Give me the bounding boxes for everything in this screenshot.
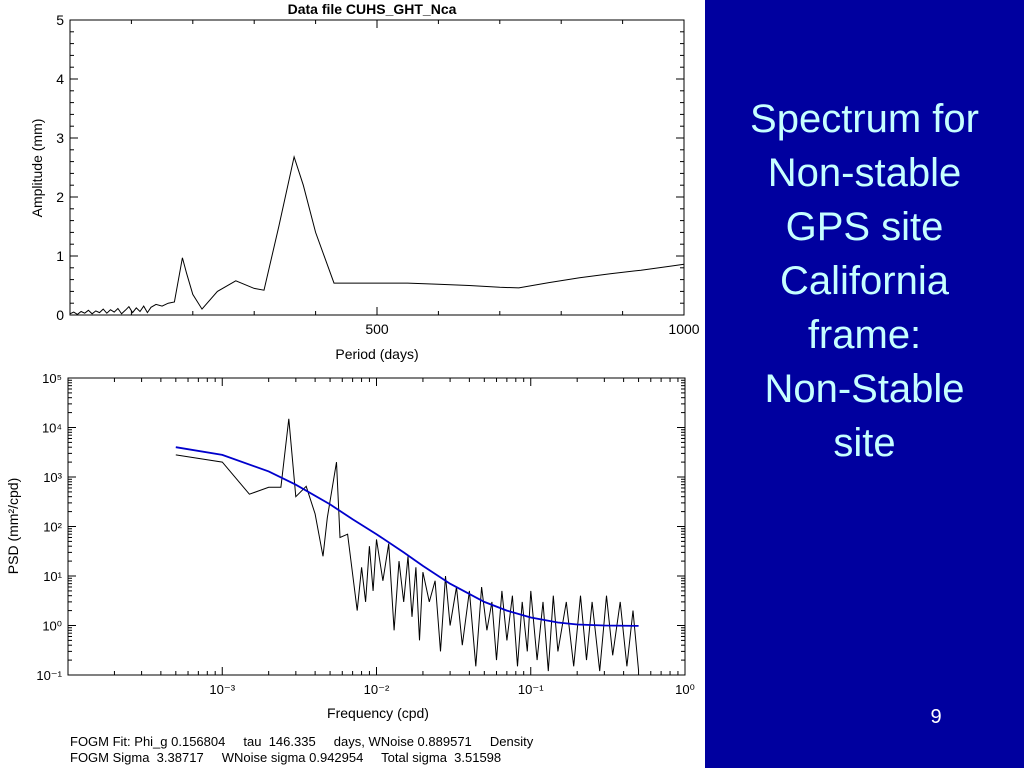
psd-y-axis-label: PSD (mm²/cpd): [5, 478, 21, 574]
amplitude-x-tick-label: 1000: [668, 321, 699, 337]
charts-svg: Data file CUHS_GHT_Nca 0 1 2 3 4 5 500 1000 Pe…: [5, 1, 700, 721]
amplitude-x-tick-labels: 500 1000: [365, 321, 699, 337]
amplitude-x-axis-label: Period (days): [335, 346, 418, 362]
psd-axis-ticks: [67, 378, 685, 676]
fit-summary-line-1: FOGM Fit: Phi_g 0.156804 tau 146.335 day…: [70, 734, 534, 749]
psd-plot-frame: [67, 377, 686, 676]
amplitude-y-tick-label: 5: [56, 12, 64, 28]
psd-x-axis-label: Frequency (cpd): [327, 705, 429, 721]
amplitude-y-tick-label: 0: [56, 307, 64, 323]
psd-y-tick-label: 10³: [43, 470, 62, 485]
amplitude-y-tick-labels: 0 1 2 3 4 5: [56, 12, 64, 323]
psd-y-tick-label: 10⁰: [42, 619, 62, 634]
amplitude-axis-ticks: [70, 19, 684, 316]
slide-title-line-3: GPS site: [785, 205, 944, 249]
amplitude-y-tick-label: 3: [56, 130, 64, 146]
slide-title-line-7: site: [833, 421, 896, 465]
amplitude-y-axis-label: Amplitude (mm): [29, 119, 45, 218]
slide-title-line-1: Spectrum for: [750, 97, 979, 141]
chart-panel: Data file CUHS_GHT_Nca 0 1 2 3 4 5 500 1000 Pe…: [5, 1, 700, 766]
fit-summary-line-2: FOGM Sigma 3.38717 WNoise sigma 0.942954…: [70, 750, 502, 765]
psd-x-tick-label: 10⁻²: [364, 682, 390, 697]
slide-title-line-2: Non-stable: [767, 151, 962, 195]
psd-y-tick-labels: 10⁻¹ 10⁰ 10¹ 10² 10³ 10⁴ 10⁵: [36, 371, 62, 683]
amplitude-y-tick-label: 1: [56, 248, 64, 264]
psd-x-tick-labels: 10⁻³ 10⁻² 10⁻¹ 10⁰: [209, 682, 694, 697]
title-panel: Spectrum for Non-stable GPS site Califor…: [705, 0, 1024, 768]
psd-y-tick-label: 10²: [43, 520, 62, 535]
slide-title-line-4: California: [780, 259, 949, 303]
psd-y-tick-label: 10⁴: [42, 421, 62, 436]
psd-x-tick-label: 10⁻³: [209, 682, 235, 697]
slide-title: Spectrum for Non-stable GPS site Califor…: [705, 92, 1024, 470]
psd-y-tick-label: 10¹: [43, 569, 62, 584]
fit-summary-footer: FOGM Fit: Phi_g 0.156804 tau 146.335 day…: [70, 734, 533, 766]
slide-title-line-6: Non-Stable: [764, 367, 965, 411]
amplitude-y-tick-label: 2: [56, 189, 64, 205]
amplitude-plot-frame: [69, 19, 685, 316]
amplitude-x-tick-label: 500: [365, 321, 389, 337]
psd-x-tick-label: 10⁻¹: [518, 682, 544, 697]
psd-data-line: [175, 418, 640, 672]
slide-title-line-5: frame:: [807, 313, 922, 357]
psd-y-tick-label: 10⁵: [42, 371, 62, 386]
psd-chart: 10⁻¹ 10⁰ 10¹ 10² 10³ 10⁴ 10⁵ 10⁻³ 10⁻² 10⁻¹ 10⁰ F…: [5, 371, 695, 721]
psd-y-tick-label: 10⁻¹: [36, 668, 62, 683]
psd-x-tick-label: 10⁰: [675, 682, 695, 697]
amplitude-y-tick-label: 4: [56, 71, 64, 87]
amplitude-chart-title: Data file CUHS_GHT_Nca: [288, 1, 457, 17]
psd-fit-line: [175, 446, 639, 627]
amplitude-chart: Data file CUHS_GHT_Nca 0 1 2 3 4 5 500 1000 Pe…: [29, 1, 700, 362]
amplitude-series-line: [69, 154, 685, 316]
page-number: 9: [930, 706, 942, 728]
